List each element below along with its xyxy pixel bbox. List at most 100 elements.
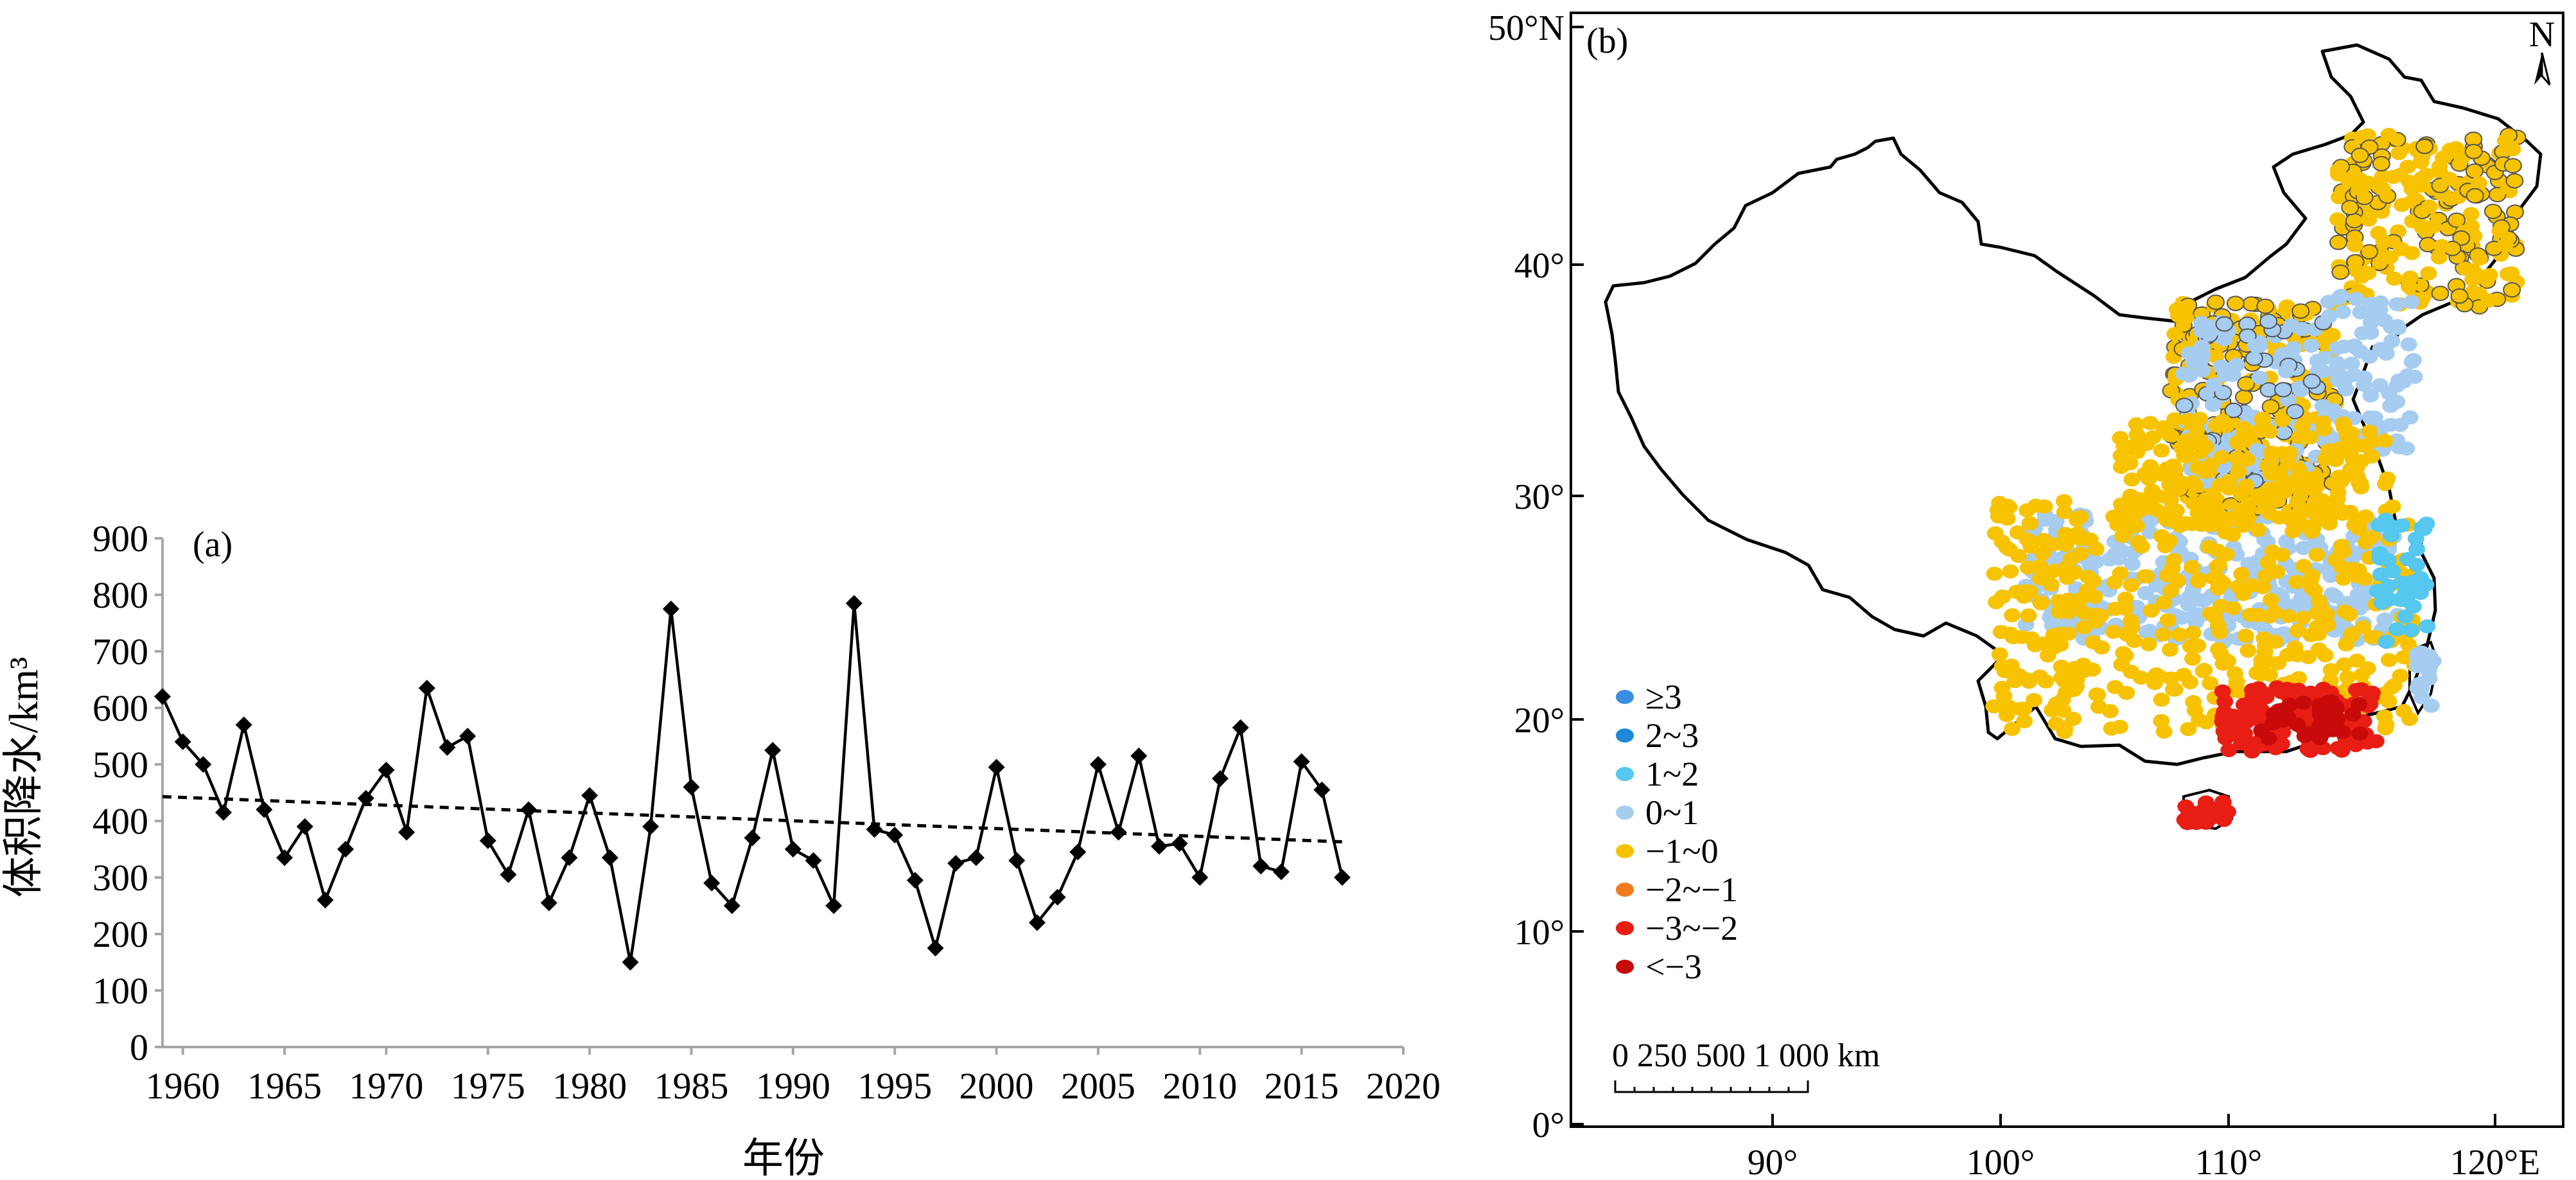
station-dot	[2155, 595, 2173, 610]
data-point	[581, 787, 599, 804]
x-tick-label: 1985	[654, 1065, 728, 1107]
station-dot	[2123, 664, 2140, 679]
station-dot	[2503, 266, 2520, 281]
y-tick-label: 400	[92, 800, 148, 842]
station-dot	[2226, 295, 2245, 312]
station-dot	[2184, 651, 2201, 666]
data-point	[1171, 835, 1188, 852]
station-dot	[2433, 239, 2451, 254]
data-point	[235, 716, 252, 734]
station-dot	[2058, 570, 2076, 585]
station-dot	[2414, 178, 2431, 193]
station-dot	[2004, 630, 2022, 644]
station-dot	[2294, 610, 2311, 625]
station-dot	[2057, 538, 2074, 552]
station-dot	[2278, 300, 2295, 315]
legend-label: −2~−1	[1645, 870, 1738, 909]
legend-swatch	[1616, 921, 1634, 935]
station-dot	[2403, 623, 2420, 638]
station-dot	[2315, 364, 2332, 379]
station-dot	[2318, 695, 2336, 710]
station-dot	[2093, 640, 2110, 655]
station-dot	[2345, 367, 2363, 382]
station-dot	[2202, 676, 2219, 691]
station-dot	[2085, 574, 2102, 588]
station-dot	[2393, 198, 2410, 212]
station-dot	[2166, 412, 2184, 427]
data-point	[1110, 823, 1127, 841]
station-dot	[2327, 714, 2345, 728]
y-tick-label: 800	[92, 574, 148, 616]
station-dot	[2239, 498, 2257, 513]
station-dot	[1994, 589, 2011, 604]
scale-bar-line	[1614, 1080, 1809, 1093]
station-dots	[1985, 127, 2527, 831]
station-dot	[2141, 416, 2159, 430]
data-point	[195, 756, 212, 773]
station-dot	[2285, 686, 2302, 701]
station-dot	[2420, 266, 2437, 281]
station-dot	[2187, 613, 2205, 628]
y-tick-label: 500	[92, 744, 148, 786]
station-dot	[2182, 639, 2199, 654]
data-point	[520, 801, 538, 818]
station-dot	[2354, 620, 2372, 635]
station-dot	[2212, 599, 2230, 613]
station-dot	[2380, 128, 2397, 142]
x-tick-label: 1965	[247, 1065, 322, 1107]
station-dot	[2270, 510, 2288, 525]
station-dot	[2057, 527, 2074, 542]
lat-tick-label: 50°N	[1488, 8, 1564, 48]
station-dot	[2280, 609, 2297, 624]
data-point	[662, 601, 679, 617]
station-dot	[2347, 515, 2365, 529]
map-panel: 50°N 40° 30° 20° 10° 0° 90° 100° 110° 120°E (b) N…	[1488, 8, 2564, 1180]
trend-line	[162, 795, 1343, 844]
station-dot	[2241, 608, 2259, 622]
station-dot	[2142, 603, 2160, 618]
station-dot	[2227, 666, 2243, 681]
station-dot	[2119, 518, 2135, 533]
station-dot	[2419, 236, 2437, 252]
station-dot	[2414, 220, 2431, 235]
station-dot	[2136, 569, 2153, 584]
station-dot	[2374, 182, 2391, 197]
station-dot	[2347, 683, 2365, 698]
x-tick-label: 2020	[1366, 1065, 1441, 1107]
station-dot	[2333, 545, 2350, 559]
station-dot	[2019, 560, 2037, 575]
station-dot	[2237, 628, 2254, 643]
data-point	[622, 954, 639, 971]
lat-tick-label: 40°	[1514, 246, 1564, 286]
data-point	[1028, 914, 1046, 931]
station-dot	[2480, 293, 2498, 308]
station-dot	[2211, 558, 2228, 572]
station-dot	[2310, 642, 2327, 656]
station-dot	[2235, 389, 2253, 405]
station-dot	[2020, 674, 2038, 689]
y-tick-label: 700	[92, 631, 148, 673]
data-point	[337, 841, 355, 858]
station-dot	[2202, 457, 2220, 472]
station-dot	[2263, 445, 2281, 460]
data-point	[1008, 852, 1026, 869]
station-dot	[2047, 716, 2065, 731]
station-dot	[2354, 179, 2372, 194]
station-dot	[2112, 448, 2130, 463]
station-dot	[2336, 657, 2353, 672]
station-dot	[2383, 333, 2401, 348]
station-dot	[2481, 268, 2498, 283]
data-point	[683, 779, 700, 796]
station-dot	[2009, 525, 2026, 540]
station-dot	[2496, 238, 2514, 252]
station-dot	[2322, 504, 2340, 518]
station-dot	[2243, 578, 2260, 593]
station-dot	[2336, 604, 2353, 619]
station-dot	[2198, 491, 2215, 506]
station-dot	[2087, 555, 2105, 569]
station-dot	[2274, 413, 2291, 428]
station-dot	[2333, 288, 2350, 303]
station-dot	[2142, 495, 2160, 509]
station-dot	[2330, 167, 2347, 182]
station-dot	[2180, 722, 2197, 736]
